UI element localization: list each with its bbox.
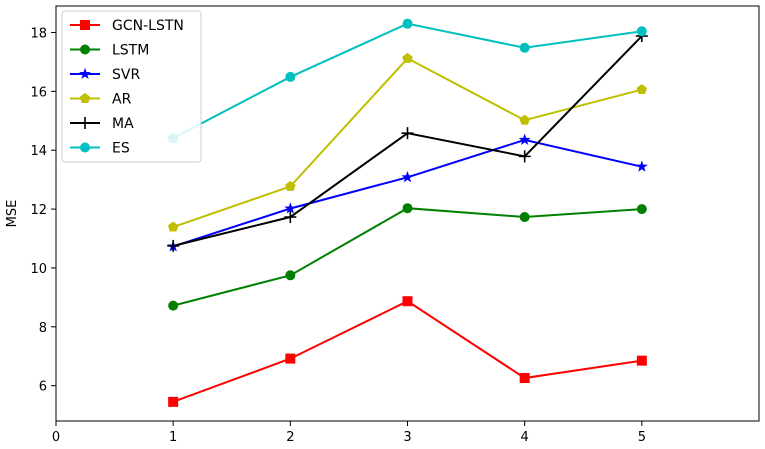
legend-marker-es: [80, 142, 90, 153]
legend-label-es: ES: [112, 141, 130, 157]
data-point-ma-4: [518, 150, 531, 163]
data-point-lstm-5: [636, 204, 647, 215]
y-tick-label: 14: [30, 144, 47, 159]
data-point-ma-3: [401, 127, 414, 140]
series-line-ar: [172, 57, 643, 228]
x-tick-label: 2: [286, 430, 294, 445]
legend-marker-lstm: [80, 44, 90, 55]
plot-area: [167, 18, 648, 407]
legend-label-gcn-lstn: GCN-LSTN: [112, 18, 184, 34]
legend-marker-ar: [79, 93, 91, 103]
data-point-gcn-lstn-2: [285, 353, 296, 364]
data-point-es-3: [402, 18, 413, 29]
data-point-lstm-4: [519, 212, 530, 223]
legend-label-lstm: LSTM: [112, 43, 149, 59]
data-point-gcn-lstn-1: [168, 396, 179, 407]
y-axis-label: MSE: [5, 200, 20, 228]
legend: GCN-LSTN LSTM SVR AR MA ES: [61, 10, 202, 163]
data-point-ar-3: [402, 52, 413, 63]
legend-marker-svr: [79, 67, 91, 80]
y-tick-label: 18: [30, 26, 47, 41]
x-tick-label: 5: [638, 430, 646, 445]
data-point-svr-3: [401, 171, 414, 183]
y-tick-label: 8: [39, 321, 47, 336]
data-point-lstm-3: [402, 203, 413, 214]
x-tick-label: 3: [403, 430, 411, 445]
y-tick-label: 12: [30, 203, 47, 218]
data-point-es-5: [636, 26, 647, 37]
legend-label-svr: SVR: [112, 67, 140, 83]
x-tick-label: 4: [521, 430, 529, 445]
data-point-gcn-lstn-4: [519, 373, 530, 384]
data-point-ar-1: [167, 221, 179, 232]
data-point-ar-5: [636, 84, 648, 95]
data-point-gcn-lstn-5: [636, 355, 647, 366]
series-line-gcn-lstn: [172, 300, 642, 403]
data-point-svr-2: [284, 202, 297, 214]
y-tick-label: 16: [30, 85, 47, 100]
series-line-svr: [172, 138, 643, 248]
data-point-svr-5: [635, 160, 648, 172]
legend-marker-ma: [79, 117, 91, 129]
x-tick-label: 0: [52, 430, 60, 445]
data-point-lstm-1: [168, 300, 179, 311]
series-line-es: [172, 22, 642, 140]
data-point-ma-1: [167, 239, 180, 252]
data-point-ar-4: [519, 114, 530, 125]
y-tick-label: 6: [39, 380, 47, 395]
legend-label-ar: AR: [112, 92, 132, 108]
y-tick-label: 10: [30, 262, 47, 277]
data-point-ar-2: [285, 180, 296, 191]
x-tick-label: 1: [169, 430, 177, 445]
data-point-es-2: [285, 71, 296, 82]
legend-label-ma: MA: [112, 116, 134, 132]
data-point-svr-4: [518, 133, 531, 145]
data-point-lstm-2: [285, 270, 296, 281]
data-point-gcn-lstn-3: [402, 296, 413, 307]
data-point-ma-2: [284, 211, 297, 224]
data-point-es-4: [519, 42, 530, 53]
legend-marker-gcn-lstn: [80, 20, 90, 30]
